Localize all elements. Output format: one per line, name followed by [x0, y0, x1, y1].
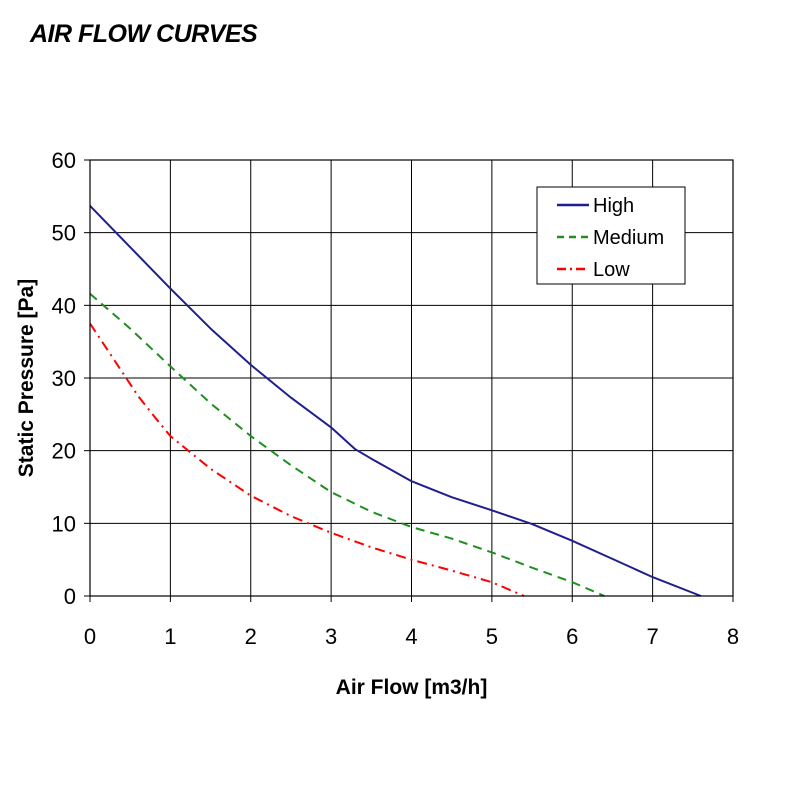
series-line-low: [89, 322, 525, 597]
y-tick-label: 40: [52, 293, 76, 318]
y-tick-label: 0: [64, 584, 76, 609]
chart-series-layer: [89, 205, 702, 597]
x-tick-label: 1: [164, 624, 176, 649]
legend-label-high: High: [593, 195, 634, 217]
x-tick-label: 0: [84, 624, 96, 649]
y-tick-label: 50: [52, 221, 76, 246]
legend-label-medium: Medium: [593, 227, 664, 249]
legend-label-low: Low: [593, 259, 630, 281]
y-tick-label: 20: [52, 439, 76, 464]
y-axis-title: Static Pressure [Pa]: [15, 279, 38, 477]
y-tick-label: 30: [52, 366, 76, 391]
y-tick-label: 60: [52, 148, 76, 173]
page-title: AIR FLOW CURVES: [30, 20, 258, 48]
y-tick-label: 10: [52, 511, 76, 536]
chart-grid: [90, 160, 733, 596]
chart-ticks: 0 1 2 3 4 5 6 7 8 0 10 20 30 40 50 60: [52, 148, 740, 649]
x-tick-label: 5: [486, 624, 498, 649]
x-tick-label: 2: [245, 624, 257, 649]
x-tick-label: 3: [325, 624, 337, 649]
series-line-high: [89, 205, 702, 597]
x-axis-title: Air Flow [m3/h]: [336, 676, 488, 699]
x-tick-label: 4: [405, 624, 417, 649]
series-line-medium: [89, 292, 605, 597]
legend: High Medium Low: [536, 186, 686, 285]
x-tick-label: 6: [566, 624, 578, 649]
x-tick-label: 7: [647, 624, 659, 649]
x-tick-label: 8: [727, 624, 739, 649]
